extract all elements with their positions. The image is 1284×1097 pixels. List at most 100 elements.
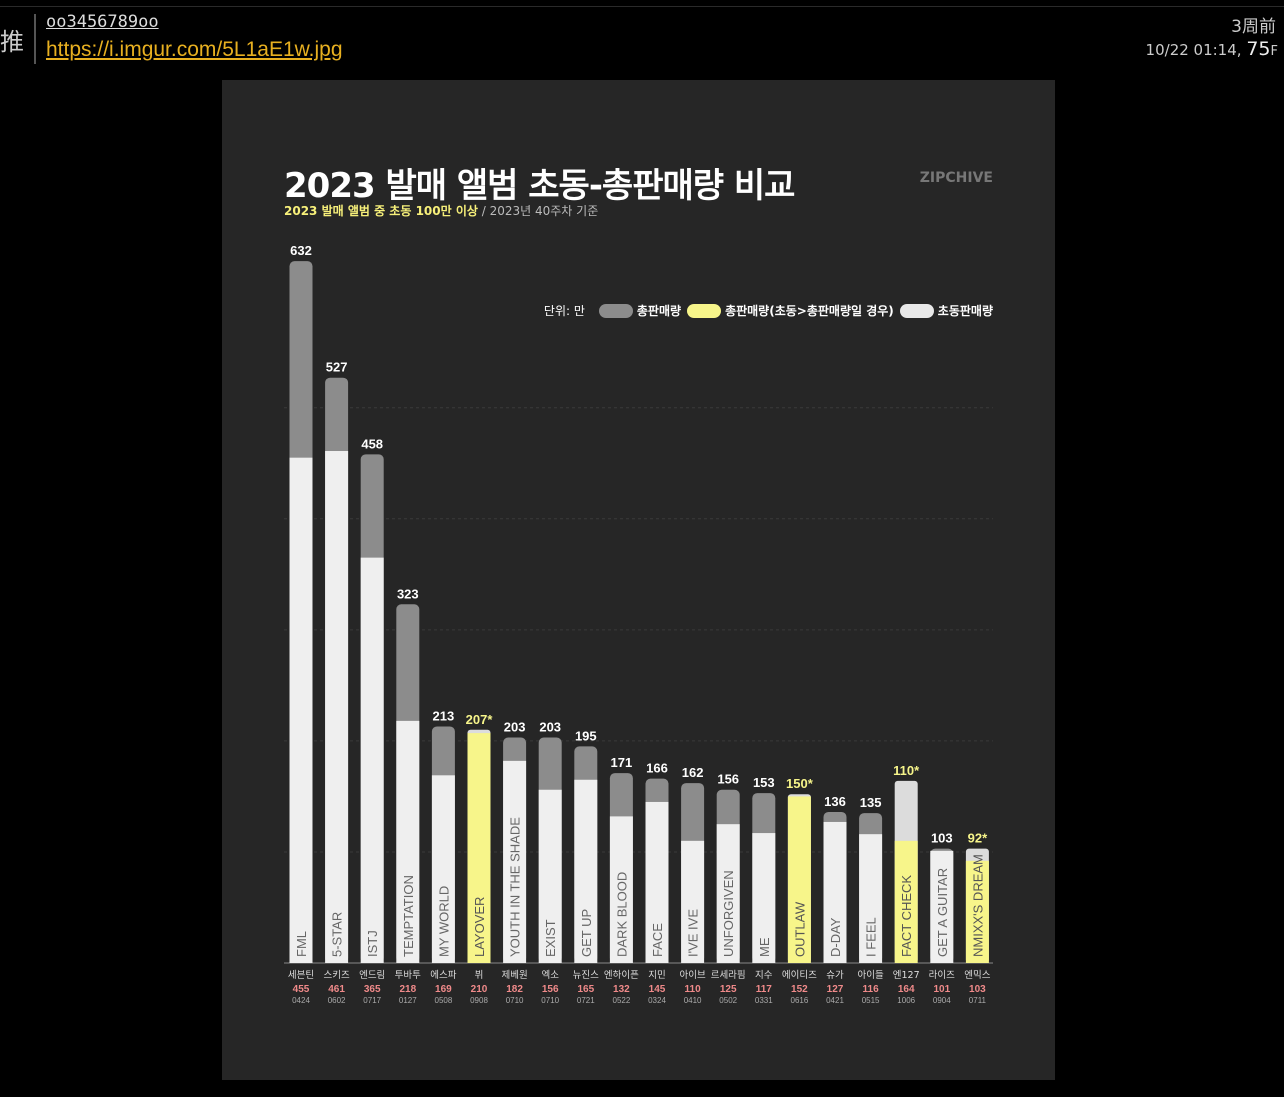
first-week-label: 455 [293, 984, 310, 995]
first-week-label: 165 [577, 984, 594, 995]
album-label: I'VE IVE [686, 909, 701, 957]
legend-label-first-week: 초동판매량 [937, 304, 993, 318]
first-week-label: 110 [685, 984, 702, 995]
album-label: 5-STAR [330, 912, 345, 957]
bar-total-label: 203 [539, 720, 561, 735]
floor-number: 75 [1246, 38, 1271, 60]
chart-title: 2023 발매 앨범 초동-총판매량 비교 [284, 166, 795, 206]
first-week-label: 103 [969, 984, 986, 995]
bar-total-label: 207* [466, 712, 494, 727]
release-date-label: 0508 [435, 996, 453, 1005]
bar-total-label: 92* [968, 831, 988, 846]
release-date-label: 0721 [577, 996, 595, 1005]
bar-first-week [930, 850, 954, 963]
subtitle-rest: / 2023년 40주차 기준 [477, 204, 599, 218]
artist-label: 뷔 [475, 970, 484, 981]
release-date-label: 0710 [506, 996, 524, 1005]
album-label: GET UP [579, 909, 594, 957]
comment-image-link[interactable]: https://i.imgur.com/5L1aE1w.jpg [46, 38, 343, 61]
artist-label: 에이티즈 [782, 970, 817, 981]
bar-total-label: 166 [646, 761, 668, 776]
comment-separator [34, 14, 36, 64]
album-label: GET A GUITAR [935, 868, 950, 957]
push-tag: 推 [0, 28, 24, 56]
artist-label: 엔드림 [359, 969, 385, 981]
bar-total-low [894, 840, 918, 963]
album-label: FACE [650, 923, 665, 957]
bar-total-label: 162 [682, 765, 704, 780]
artist-label: 에스파 [430, 970, 456, 981]
legend-unit: 단위: 만 [543, 304, 585, 318]
comment-username[interactable]: oo3456789oo [46, 12, 159, 32]
artist-label: 세븐틴 [288, 970, 314, 981]
legend-swatch-total-low [687, 303, 722, 318]
bar-total-label: 135 [860, 795, 882, 810]
bar-first-week [360, 557, 384, 963]
album-label: NMIXX'S DREAM [970, 854, 985, 957]
chart-legend: 단위: 만 총판매량 총판매량(초동>총판매량일 경우) 초동판매량 [222, 302, 993, 319]
bar-first-week [609, 816, 633, 963]
bar-first-week [431, 775, 455, 963]
first-week-label: 145 [649, 984, 666, 995]
album-label: YOUTH IN THE SHADE [508, 817, 523, 957]
release-date-label: 1006 [897, 996, 915, 1005]
artist-label: 엑소 [541, 969, 559, 981]
release-date-label: 0904 [933, 996, 951, 1005]
legend-label-total-low: 총판매량(초동>총판매량일 경우) [725, 304, 894, 318]
first-week-label: 156 [542, 984, 559, 995]
artist-label: 스키즈 [323, 970, 349, 981]
album-label: UNFORGIVEN [721, 870, 736, 957]
bar-total-label: 103 [931, 831, 953, 846]
release-date-label: 0616 [791, 996, 809, 1005]
legend-swatch-first-week [899, 303, 934, 318]
chart-subtitle: 2023 발매 앨범 중 초동 100만 이상 / 2023년 40주차 기준 [284, 202, 598, 219]
album-label: ISTJ [365, 930, 380, 957]
first-week-label: 218 [399, 984, 416, 995]
first-week-label: 101 [933, 984, 950, 995]
bar-total-low [467, 733, 491, 963]
comment-meta: 10/22 01:14, 75F [1146, 38, 1278, 60]
bar-first-week [538, 789, 562, 963]
first-week-label: 117 [756, 984, 773, 995]
first-week-label: 164 [898, 984, 915, 995]
release-date-label: 0410 [684, 996, 702, 1005]
bar-first-week [716, 824, 740, 963]
artist-label: 투바투 [395, 970, 421, 981]
release-date-label: 0711 [969, 996, 987, 1005]
bar-total-label: 195 [575, 728, 597, 743]
album-label: TEMPTATION [401, 875, 416, 957]
album-label: OUTLAW [792, 901, 807, 957]
release-date-label: 0515 [862, 996, 880, 1005]
brand-watermark: ZIPCHIVE [919, 170, 993, 186]
release-date-label: 0324 [648, 996, 666, 1005]
release-date-label: 0602 [328, 996, 346, 1005]
bar-first-week [645, 801, 669, 963]
chart-image[interactable]: 2023 발매 앨범 초동-총판매량 비교 ZIPCHIVE 2023 발매 앨… [222, 80, 1055, 1080]
floor-unit: F [1270, 44, 1278, 59]
bar-total-label: 458 [361, 436, 383, 451]
bar-total-label: 527 [326, 360, 348, 375]
first-week-label: 132 [613, 984, 630, 995]
album-label: EXIST [543, 919, 558, 957]
bar-first-week [859, 834, 883, 963]
bar-first-week [823, 821, 847, 963]
bar-first-week [396, 720, 420, 963]
first-week-label: 169 [435, 984, 452, 995]
bar-total-label: 156 [717, 772, 739, 787]
artist-label: 아이들 [857, 970, 883, 981]
artist-label: 엔믹스 [964, 969, 990, 981]
bar-first-week [574, 779, 598, 963]
comment-relative-time: 3周前 [1231, 17, 1276, 37]
artist-label: 아이브 [679, 970, 705, 981]
bar-first-week [325, 451, 349, 963]
bar-first-week [503, 760, 527, 963]
release-date-label: 0331 [755, 996, 773, 1005]
artist-label: 뉴진스 [573, 970, 599, 981]
first-week-label: 116 [863, 984, 880, 995]
subtitle-highlight: 2023 발매 앨범 중 초동 100만 이상 [284, 204, 478, 218]
top-divider [0, 6, 1284, 7]
bar-first-week [752, 833, 776, 963]
legend-swatch-total [598, 303, 633, 318]
artist-label: 르세라핌 [711, 970, 746, 981]
